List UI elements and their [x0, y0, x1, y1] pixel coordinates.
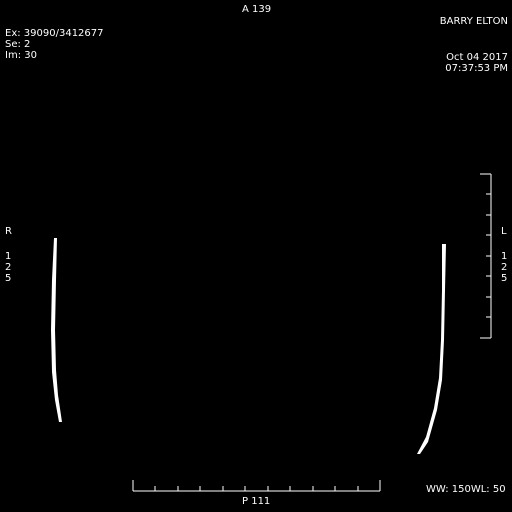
- series-number: Se: 2: [5, 39, 31, 50]
- top-orientation-label: A 139: [242, 4, 272, 15]
- right-depth-digit: 2: [501, 262, 508, 273]
- right-body-contour: [417, 244, 446, 454]
- exam-number: Ex: 39090/3412677: [5, 28, 104, 39]
- vertical-scale-ruler: [480, 173, 492, 339]
- window-level-readout: WW: 150WL: 50: [426, 484, 506, 495]
- right-orientation-label: L: [501, 226, 507, 237]
- study-datetime-block: Oct 04 2017 07:37:53 PM: [445, 52, 508, 74]
- left-orientation-label: R: [5, 226, 12, 237]
- left-body-contour: [51, 238, 62, 422]
- bottom-orientation-label: P 111: [242, 496, 271, 507]
- left-depth-digits: 1 2 5: [5, 251, 11, 284]
- exam-info-block: Ex: 39090/3412677 Se: 2 Im: 30: [5, 28, 104, 61]
- right-depth-digit: 5: [501, 273, 508, 284]
- window-level: WL: 50: [470, 484, 506, 495]
- window-width: WW: 150: [426, 484, 471, 495]
- left-depth-digit: 2: [5, 262, 12, 273]
- study-date: Oct 04 2017: [446, 52, 508, 63]
- left-depth-digit: 5: [5, 273, 12, 284]
- patient-name: BARRY ELTON: [439, 16, 508, 27]
- horizontal-scale-ruler: [132, 480, 381, 492]
- image-number: Im: 30: [5, 50, 37, 61]
- right-depth-digits: 1 2 5: [501, 251, 507, 284]
- right-depth-digit: 1: [501, 251, 508, 262]
- left-depth-digit: 1: [5, 251, 12, 262]
- study-time: 07:37:53 PM: [445, 63, 508, 74]
